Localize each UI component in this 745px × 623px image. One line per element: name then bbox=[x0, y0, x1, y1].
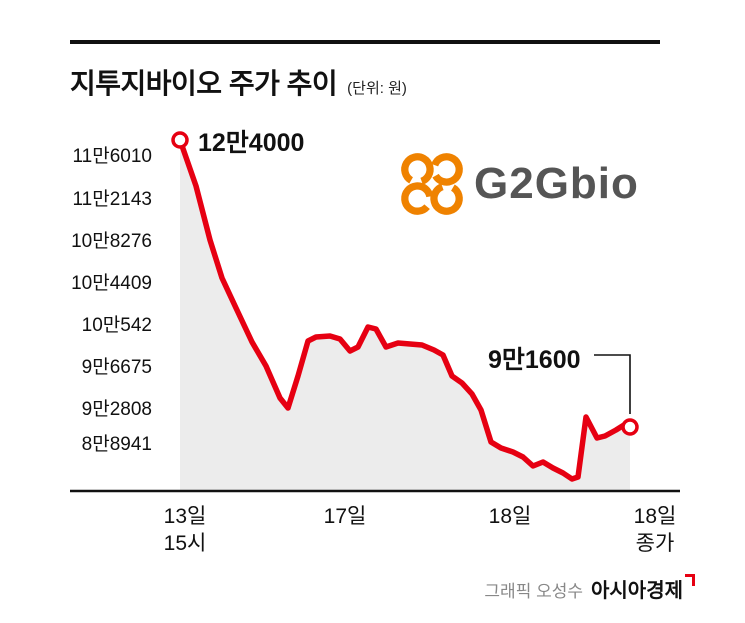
price-area bbox=[180, 140, 630, 491]
title-rule bbox=[70, 40, 660, 44]
end-value-label: 9만1600 bbox=[488, 346, 581, 374]
x-tick-label: 13일 15시 bbox=[140, 503, 230, 557]
x-tick-line2: 15시 bbox=[163, 532, 207, 555]
y-tick-label: 9만6675 bbox=[81, 357, 152, 378]
start-value-label: 12만4000 bbox=[198, 129, 305, 157]
g2gbio-logo-text: G2Gbio bbox=[474, 159, 639, 208]
x-tick-label: 18일 종가 bbox=[610, 503, 700, 557]
page-title: 지투지바이오 주가 추이 bbox=[70, 68, 338, 99]
x-tick-line1: 18일 bbox=[488, 505, 532, 528]
unit-label: (단위: 원) bbox=[347, 80, 407, 97]
end-annotation-line bbox=[594, 354, 631, 414]
x-tick-line1: 17일 bbox=[323, 505, 367, 528]
price-line bbox=[177, 137, 633, 482]
start-marker bbox=[171, 131, 189, 149]
x-tick-line1: 18일 bbox=[633, 505, 677, 528]
y-tick-label: 11만2143 bbox=[72, 189, 152, 210]
y-tick-label: 10만4409 bbox=[71, 273, 152, 294]
y-tick-label: 8만8941 bbox=[81, 434, 152, 455]
y-tick-label: 11만6010 bbox=[72, 146, 152, 167]
x-tick-line1: 13일 bbox=[163, 505, 207, 528]
credit-line: 그래픽 오성수 아시아경제 bbox=[484, 574, 695, 603]
x-tick-line2: 종가 bbox=[635, 532, 675, 555]
end-marker bbox=[621, 418, 639, 436]
publisher-brand: 아시아경제 bbox=[591, 574, 695, 603]
publisher-logo-mark-icon bbox=[685, 574, 695, 586]
g2gbio-clover-icon bbox=[401, 153, 463, 215]
x-tick-label: 17일 bbox=[300, 503, 390, 530]
y-tick-label: 10만542 bbox=[81, 315, 152, 336]
x-tick-label: 18일 bbox=[465, 503, 555, 530]
header: 지투지바이오 주가 추이 (단위: 원) bbox=[70, 62, 407, 102]
company-logo: G2Gbio bbox=[398, 150, 639, 218]
y-tick-label: 10만8276 bbox=[71, 231, 152, 252]
y-tick-label: 9만2808 bbox=[81, 399, 152, 420]
credit-prefix: 그래픽 오성수 bbox=[484, 582, 583, 601]
publisher-brand-text: 아시아경제 bbox=[591, 580, 683, 602]
